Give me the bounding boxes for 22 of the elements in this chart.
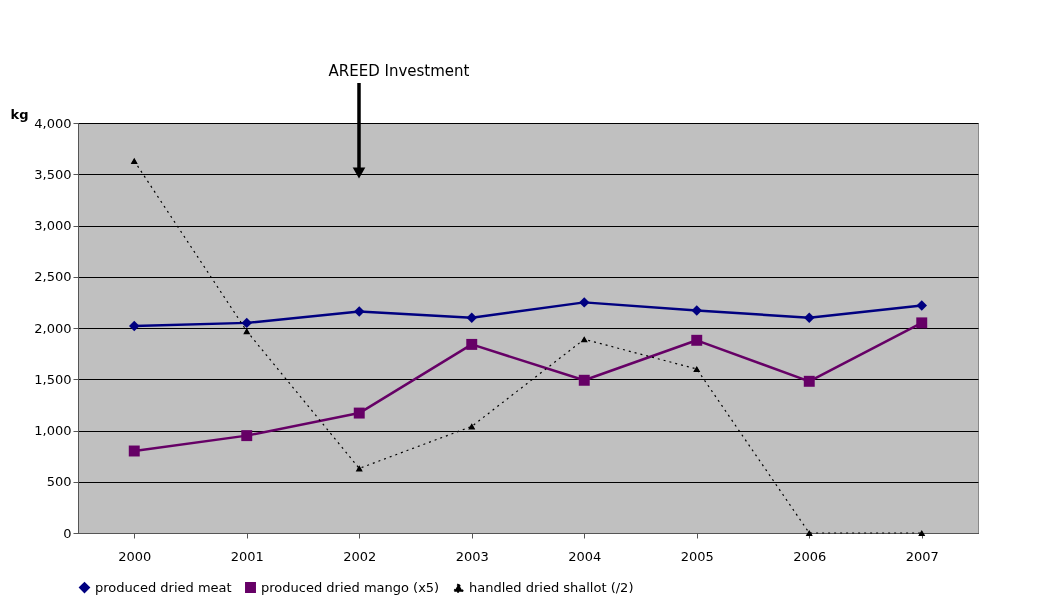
legend-label: produced dried meat [95,579,232,595]
legend-label: handled dried shallot (/2) [469,579,634,595]
legend-label: produced dried mango (x5) [261,579,440,595]
y-tick-label: 1,000 [34,423,72,438]
x-tick-label: 2000 [118,548,152,564]
x-tick-label: 2002 [343,548,377,564]
x-tick-label: 2003 [455,548,489,564]
y-tick-label: 3,500 [34,166,72,182]
y-tick-label: 2,500 [34,269,72,285]
y-axis-title: kg [10,106,29,122]
y-tick-label: 2,000 [34,320,72,336]
y-tick-label: 4,000 [34,115,72,131]
y-tick-label: 1,500 [34,371,72,387]
text: AREED Investment [328,62,470,80]
x-tick-label: 2006 [793,548,827,564]
y-tick-label: 0 [63,525,72,541]
y-tick-label: 3,000 [34,218,72,233]
y-tick-label: 500 [46,474,72,490]
x-tick-label: 2001 [230,548,264,564]
x-tick-label: 2007 [905,548,939,564]
x-tick-label: 2004 [568,548,602,564]
x-tick-label: 2005 [680,548,714,564]
